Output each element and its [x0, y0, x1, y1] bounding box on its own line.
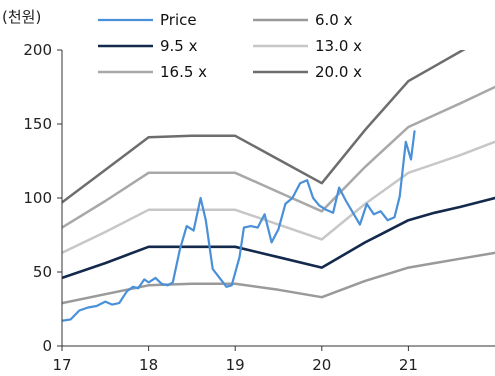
legend-label: 20.0 x: [315, 63, 362, 81]
series-line-13-0-x: [62, 140, 495, 255]
x-tick-label: 20: [312, 356, 331, 374]
x-tick-label: 18: [139, 356, 158, 374]
x-tick-label: 19: [226, 356, 245, 374]
legend-label: 6.0 x: [315, 11, 353, 29]
y-tick-label: 0: [42, 337, 52, 355]
legend-label: 13.0 x: [315, 37, 362, 55]
series-line-price: [62, 130, 416, 322]
x-tick-label: 21: [399, 356, 418, 374]
unit-label: (천원): [2, 8, 42, 26]
x-tick-label: 17: [52, 356, 71, 374]
y-tick-label: 200: [23, 41, 52, 59]
series-line-16-5-x: [62, 85, 495, 229]
legend-label: 9.5 x: [160, 37, 198, 55]
axes: 0 50 100 150 200 17 18 19 20 21: [23, 41, 495, 374]
y-tick-label: 100: [23, 189, 52, 207]
series-line-9-5-x: [62, 196, 495, 280]
y-tick-label: 50: [33, 263, 52, 281]
legend-label: Price: [160, 11, 197, 29]
legend: Price 6.0 x 9.5 x 13.0 x 16.5 x 20.0 x: [98, 11, 362, 81]
y-tick-label: 150: [23, 115, 52, 133]
series-line-20-0-x: [62, 50, 466, 204]
plot-area: [62, 50, 495, 322]
legend-label: 16.5 x: [160, 63, 207, 81]
series-line-6-0-x: [62, 251, 495, 305]
